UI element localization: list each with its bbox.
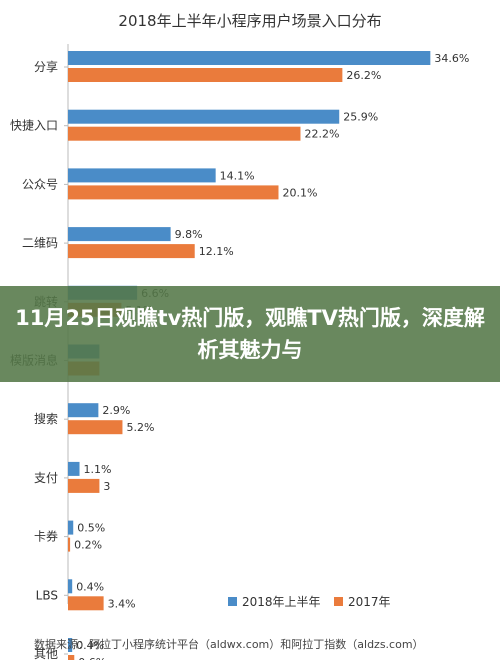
data-label: 0.5% <box>77 522 105 535</box>
data-label: 3.4% <box>108 597 136 610</box>
category-label: 分享 <box>34 59 58 74</box>
legend-swatch <box>228 597 237 606</box>
category-label: 支付 <box>34 471 58 485</box>
data-label: 34.6% <box>434 52 469 65</box>
bar-series1 <box>68 227 171 242</box>
bar-series2 <box>68 655 75 660</box>
data-label: 0.2% <box>74 539 102 552</box>
legend-label: 2017年 <box>348 595 391 609</box>
bar-series2 <box>68 596 104 611</box>
bar-series2 <box>68 537 71 552</box>
data-label: 3 <box>103 480 110 493</box>
data-label: 0.4% <box>76 580 104 593</box>
legend-label: 2018年上半年 <box>242 595 321 609</box>
banner-text: 11月25日观瞧tv热门版，观瞧TV热门版，深度解析其魅力与 <box>15 306 485 362</box>
data-label: 25.9% <box>343 111 378 124</box>
bar-series1 <box>68 638 73 652</box>
data-label: 0.6% <box>78 656 106 660</box>
bar-series1 <box>68 168 216 183</box>
bar-series1 <box>68 579 73 594</box>
bar-series2 <box>68 244 195 259</box>
bar-series1 <box>68 109 340 124</box>
category-label: 二维码 <box>22 236 58 250</box>
data-label: 5.2% <box>126 421 154 434</box>
data-label: 22.2% <box>304 128 339 141</box>
bar-series1 <box>68 51 431 65</box>
chart-title: 2018年上半年小程序用户场景入口分布 <box>118 12 382 30</box>
bar-series2 <box>68 68 343 82</box>
category-label: 搜索 <box>34 411 58 426</box>
source-note: 数据来源：阿拉丁小程序统计平台（aldwx.com）和阿拉丁指数（aldzs.c… <box>34 638 424 651</box>
category-label: 卡券 <box>34 529 58 544</box>
bar-series2 <box>68 420 123 435</box>
category-label: LBS <box>36 588 58 602</box>
category-label: 公众号 <box>22 177 58 191</box>
data-label: 1.1% <box>84 463 112 476</box>
data-label: 12.1% <box>199 245 234 258</box>
data-label: 0.4% <box>76 639 104 652</box>
bar-series1 <box>68 461 80 476</box>
data-label: 26.2% <box>346 69 381 82</box>
data-label: 9.8% <box>175 228 203 241</box>
overlay-banner: 11月25日观瞧tv热门版，观瞧TV热门版，深度解析其魅力与 <box>0 286 500 382</box>
bar-series2 <box>68 185 279 200</box>
data-label: 14.1% <box>220 169 255 182</box>
data-label: 2.9% <box>102 404 130 417</box>
category-label: 快捷入口 <box>10 119 58 133</box>
data-label: 20.1% <box>282 186 317 199</box>
bar-series2 <box>68 478 100 493</box>
bar-series1 <box>68 403 99 418</box>
bar-series2 <box>68 126 301 141</box>
legend-swatch <box>334 597 343 606</box>
category-label: 其他 <box>34 647 58 660</box>
bar-series1 <box>68 520 74 535</box>
